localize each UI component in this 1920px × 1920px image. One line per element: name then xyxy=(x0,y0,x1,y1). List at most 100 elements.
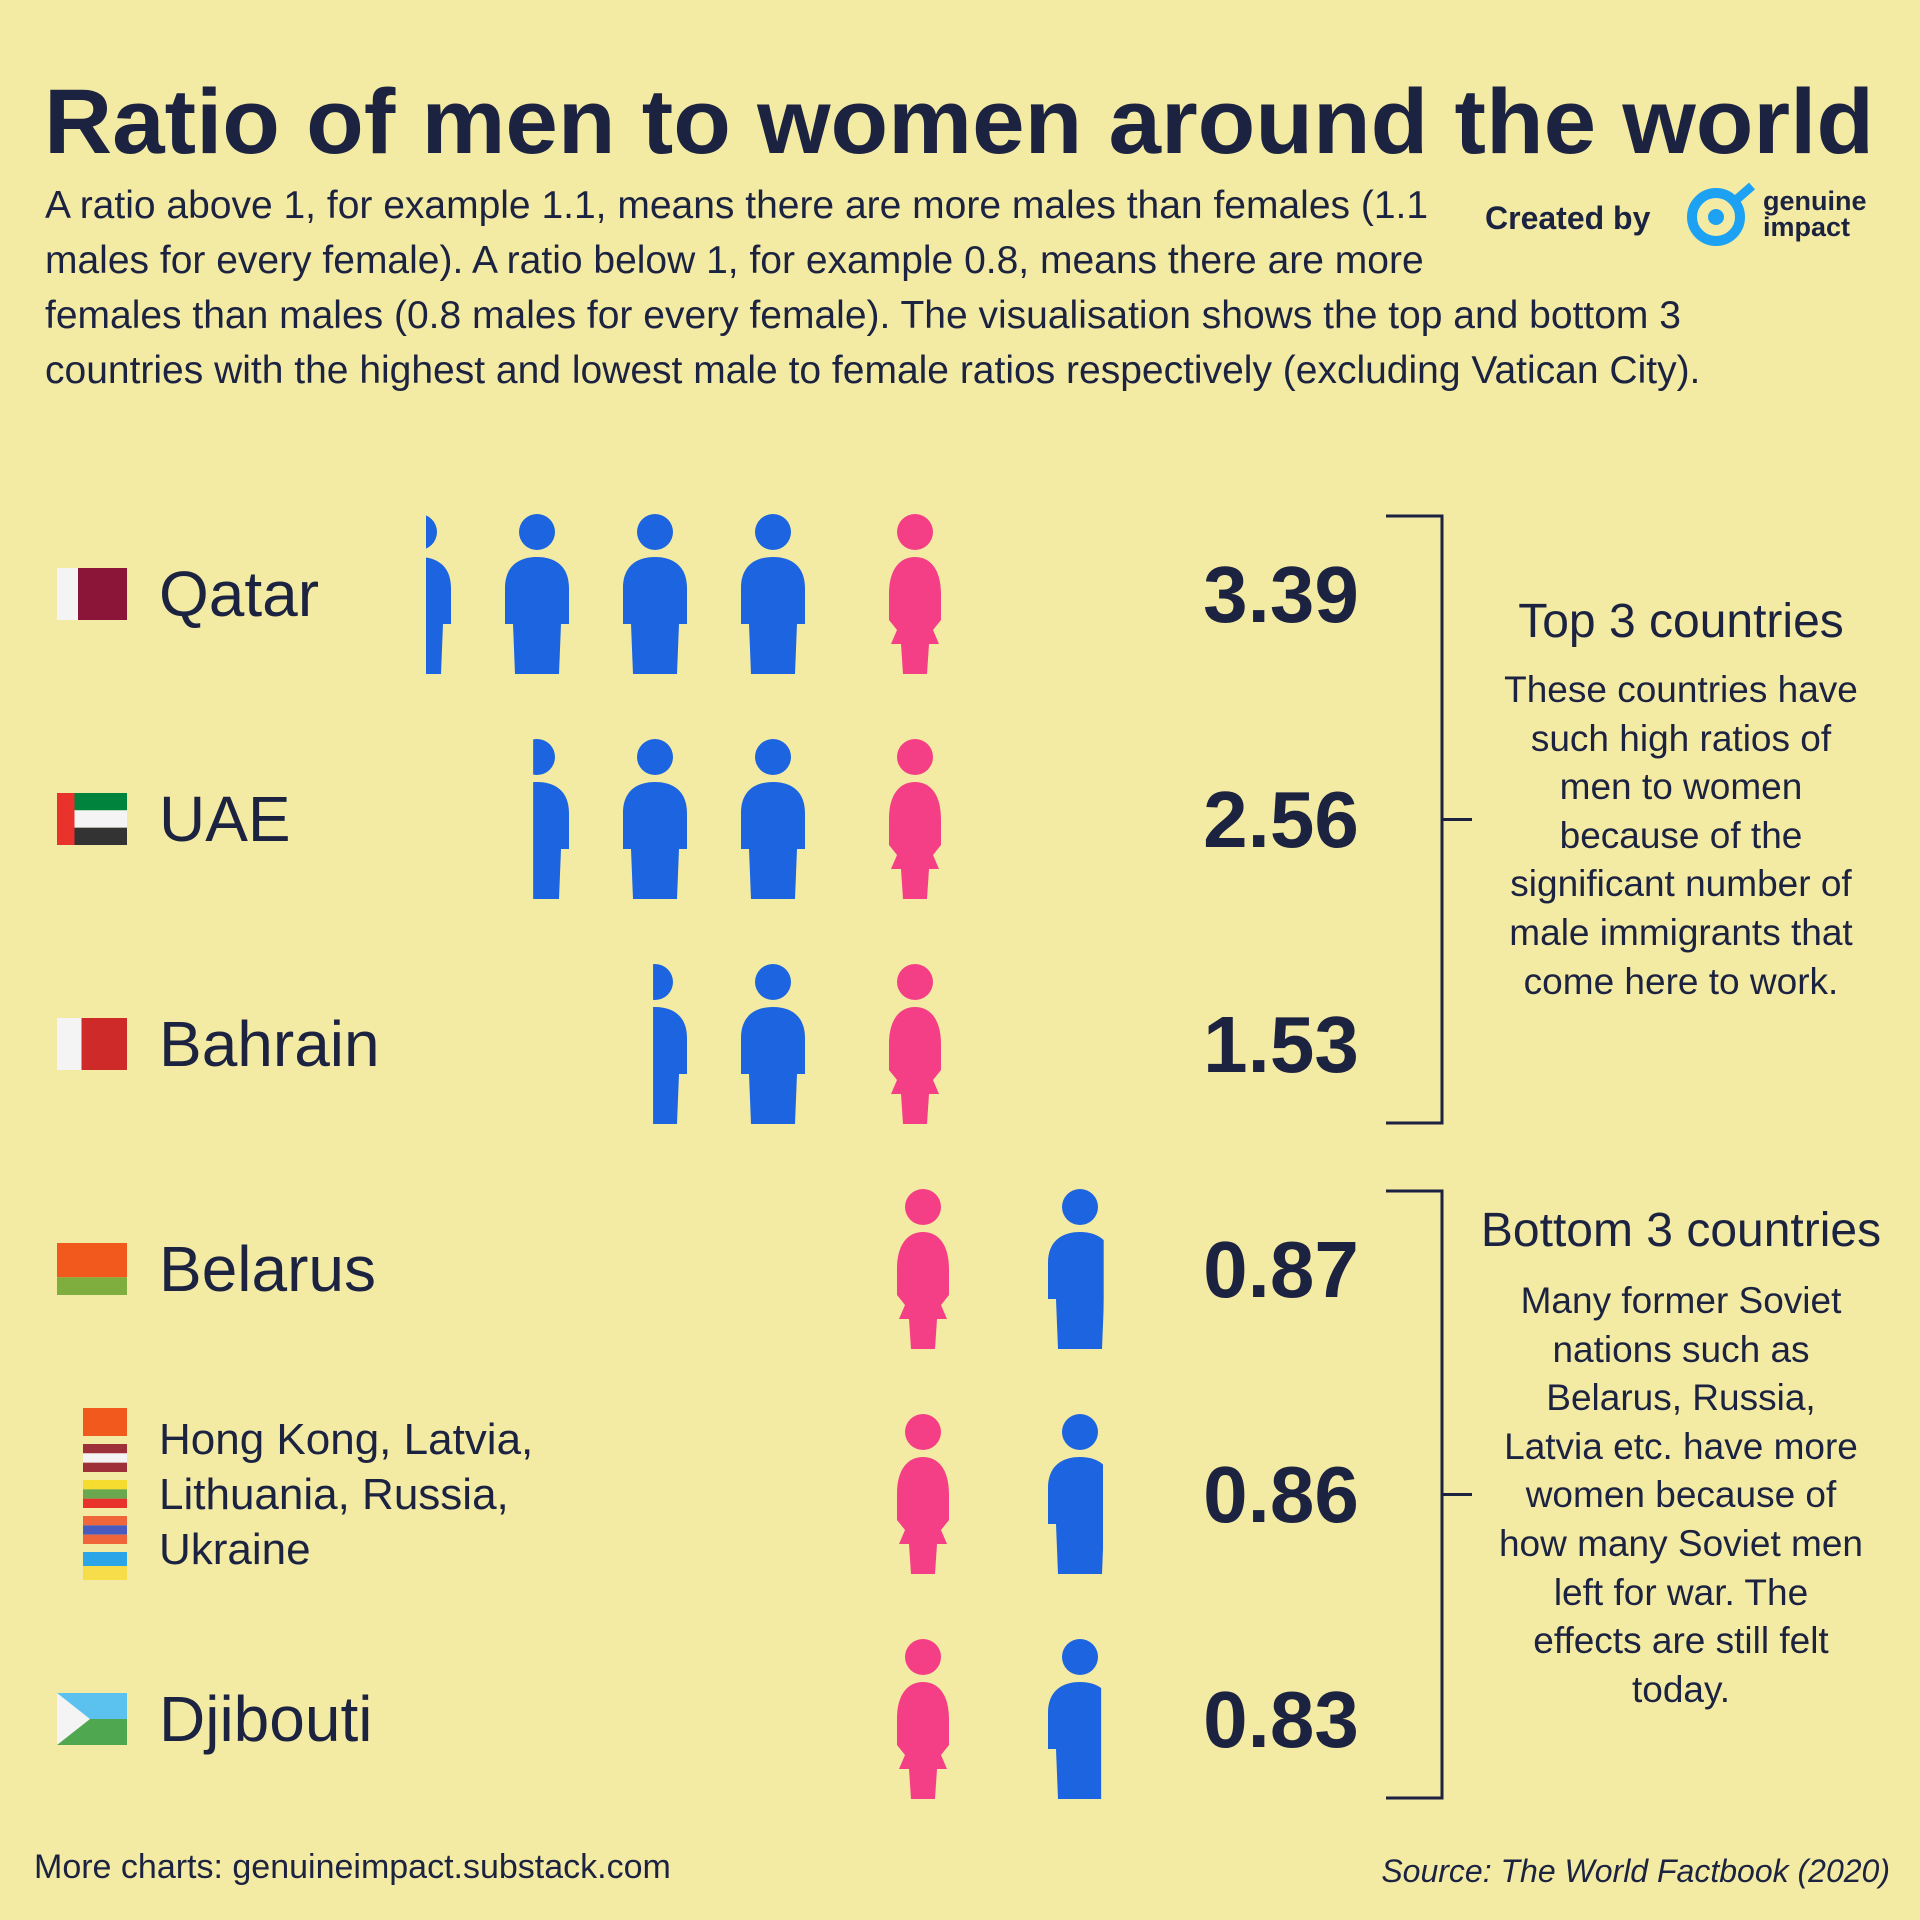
icon-head xyxy=(755,964,791,1000)
icon-head xyxy=(897,514,933,550)
category-label: Bahrain xyxy=(159,1008,380,1080)
icon-head xyxy=(653,964,673,1000)
icon-body xyxy=(741,1007,805,1124)
icon-body xyxy=(897,1457,949,1574)
flag-stripe xyxy=(74,810,127,828)
logo-ring xyxy=(1687,188,1745,246)
icon-body xyxy=(741,782,805,899)
flag-part xyxy=(78,568,127,620)
male-icon xyxy=(1048,1414,1104,1574)
icon-body xyxy=(741,557,805,674)
icon-body xyxy=(1048,1682,1102,1799)
icon-body xyxy=(889,1007,941,1124)
group-title: Top 3 countries xyxy=(1518,595,1844,648)
value-label: 1.53 xyxy=(1203,1000,1359,1089)
subtitle-text: A ratio above 1, for example 1.1, means … xyxy=(45,184,1701,392)
value-label: 0.87 xyxy=(1203,1225,1359,1314)
icon-head xyxy=(426,515,437,549)
male-icon xyxy=(741,739,805,899)
value-label: 0.83 xyxy=(1203,1675,1359,1764)
flag-part xyxy=(57,1243,127,1278)
icon-head xyxy=(533,739,555,775)
male-icon xyxy=(426,515,451,674)
bracket xyxy=(1386,1189,1472,1800)
bracket xyxy=(1386,514,1472,1125)
value-label: 3.39 xyxy=(1203,550,1359,639)
icon-head xyxy=(755,514,791,550)
flag-part xyxy=(83,1408,127,1436)
logo-dot xyxy=(1708,209,1724,225)
flag-stripe xyxy=(74,793,127,811)
icon-body xyxy=(426,557,451,674)
female-icon xyxy=(889,514,941,674)
source: Source: The World Factbook (2020) xyxy=(1381,1853,1890,1889)
value-label: 0.86 xyxy=(1203,1450,1359,1539)
male-icon xyxy=(1048,1189,1104,1349)
flag-stripe xyxy=(83,1462,127,1472)
category-label: UAE xyxy=(159,783,291,855)
flag-part xyxy=(57,1018,82,1070)
flag-stripe xyxy=(83,1489,127,1499)
logo xyxy=(1687,182,1755,246)
category-label: Hong Kong, Latvia, Lithuania, Russia, Uk… xyxy=(159,1414,534,1574)
logo-tail xyxy=(1733,182,1755,204)
icon-body xyxy=(623,557,687,674)
flag-part xyxy=(57,793,75,845)
male-icon xyxy=(741,514,805,674)
logo-text: impact xyxy=(1763,212,1850,242)
flag-stripe xyxy=(83,1444,127,1454)
female-icon xyxy=(897,1639,949,1799)
icon-body xyxy=(897,1682,949,1799)
icon-head xyxy=(1062,1639,1098,1675)
icon-body xyxy=(533,782,569,899)
flag-stripe xyxy=(83,1552,127,1566)
icon-head xyxy=(755,739,791,775)
flag-stripe xyxy=(83,1480,127,1490)
male-icon xyxy=(623,514,687,674)
group-title: Bottom 3 countries xyxy=(1480,1204,1882,1257)
icon-head xyxy=(897,964,933,1000)
male-icon xyxy=(623,739,687,899)
flag-part xyxy=(57,1277,127,1295)
logo-text: genuine xyxy=(1763,186,1867,216)
flag-stripe xyxy=(83,1516,127,1526)
female-icon xyxy=(889,964,941,1124)
icon-body xyxy=(1048,1457,1104,1574)
category-label: Djibouti xyxy=(159,1683,373,1755)
male-icon xyxy=(505,514,569,674)
male-icon xyxy=(533,739,569,899)
icon-head xyxy=(1062,1414,1098,1450)
male-icon xyxy=(653,964,687,1124)
icon-head xyxy=(519,514,555,550)
group-text: These countries have such high ratios of… xyxy=(1504,669,1858,1002)
icon-head xyxy=(905,1639,941,1675)
male-icon xyxy=(1048,1639,1102,1799)
icon-body xyxy=(653,1007,687,1124)
icon-body xyxy=(505,557,569,674)
flag-stripe xyxy=(83,1453,127,1463)
flag-part xyxy=(81,1018,127,1070)
flag-part xyxy=(57,568,78,620)
icon-head xyxy=(1062,1189,1098,1225)
flag-triangle xyxy=(57,1693,90,1745)
female-icon xyxy=(889,739,941,899)
title: Ratio of men to women around the world xyxy=(44,71,1874,173)
icon-body xyxy=(897,1232,949,1349)
category-label: Belarus xyxy=(159,1233,376,1305)
spacer xyxy=(1445,178,1845,283)
value-label: 2.56 xyxy=(1203,775,1359,864)
flag-stripe xyxy=(74,827,127,845)
icon-body xyxy=(623,782,687,899)
icon-head xyxy=(905,1414,941,1450)
male-icon xyxy=(741,964,805,1124)
flag-stripe xyxy=(83,1525,127,1535)
icon-body xyxy=(889,557,941,674)
female-icon xyxy=(897,1189,949,1349)
icon-head xyxy=(637,514,673,550)
credit: Created by xyxy=(1485,200,1651,236)
icon-body xyxy=(1048,1232,1104,1349)
group-text: Many former Soviet nations such as Belar… xyxy=(1498,1280,1863,1710)
footer: More charts: genuineimpact.substack.com xyxy=(34,1848,671,1886)
